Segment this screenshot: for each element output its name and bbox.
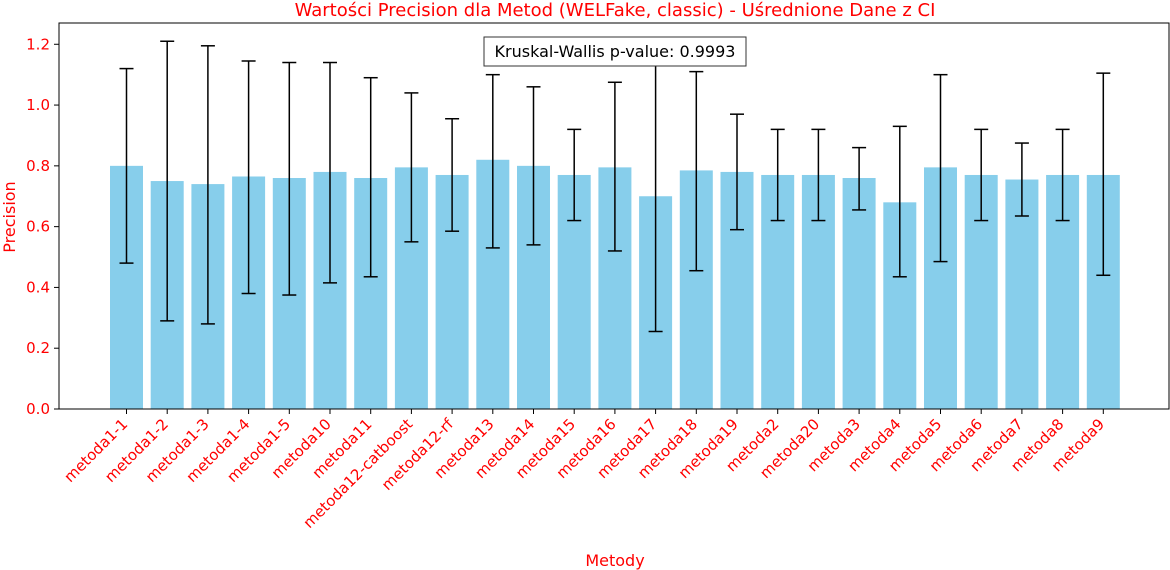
error-bar-metoda1-5 [282,61,297,296]
x-axis-label: Metody [585,551,644,570]
bars-layer [110,159,1120,409]
y-tick-label: 0.2 [26,339,50,357]
error-bar-metoda1-4 [241,60,256,295]
y-axis-label: Precision [0,181,19,252]
bar-metoda7 [1005,179,1039,409]
y-tick-label: 1.2 [26,35,50,53]
error-bar-metoda2 [770,128,785,222]
x-ticks: metoda1-1metoda1-2metoda1-3metoda1-4meto… [61,409,1108,532]
error-bar-metoda14 [526,86,541,246]
chart-title: Wartości Precision dla Metod (WELFake, c… [295,0,936,21]
error-bars-layer [119,40,1111,333]
plot-frame [58,22,1170,410]
bar-metoda3 [842,178,876,409]
y-tick-label: 0.6 [26,218,50,236]
error-bar-metoda12-rf [445,117,460,232]
error-bar-metoda15 [567,128,582,222]
y-tick-label: 0.4 [26,278,50,296]
error-bar-metoda18 [689,70,704,272]
error-bar-metoda20 [811,128,826,222]
error-bar-metoda5 [933,73,948,263]
y-ticks: 0.0 0.2 0.4 0.6 0.8 1.0 1.2 [26,35,59,418]
error-bar-metoda19 [730,113,744,231]
y-tick-label: 0.8 [26,157,50,175]
error-bar-metoda1-2 [160,40,175,322]
error-bar-metoda12-catboost [404,92,419,243]
error-bar-metoda10 [323,61,337,284]
error-bar-metoda7 [1014,142,1029,217]
annotation-frame [483,36,747,67]
error-bar-metoda11 [363,76,378,278]
error-bar-metoda13 [485,73,500,249]
error-bar-metoda1-3 [200,45,215,325]
error-bar-metoda3 [852,146,867,211]
error-bar-metoda8 [1055,128,1070,222]
y-tick-label: 0.0 [26,400,50,418]
error-bar-metoda6 [974,128,989,222]
annotation-box: Kruskal-Wallis p-value: 0.9993 [483,36,747,67]
y-tick-label: 1.0 [26,96,50,114]
error-bar-metoda1-1 [119,67,134,264]
error-bar-metoda4 [892,125,907,278]
axes-layer [58,22,1170,410]
kruskal-wallis-annotation: Kruskal-Wallis p-value: 0.9993 [495,42,736,61]
error-bar-metoda9 [1096,72,1111,277]
error-bar-metoda16 [607,81,622,252]
